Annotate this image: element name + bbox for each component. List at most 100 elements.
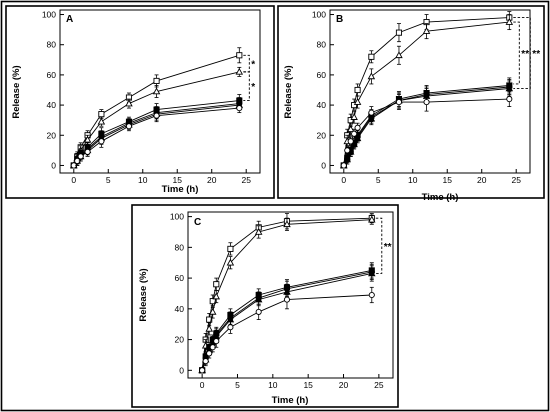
panel-b-series-6-point-3 (351, 130, 358, 137)
panel-b-significance-bracket-1 (513, 17, 531, 89)
panel-c-x-tick-label-2: 10 (268, 380, 278, 390)
panel-b-series-6-point-8 (506, 95, 513, 103)
panel-c-series-6-point-4 (213, 338, 220, 345)
panel-a-series-6-point-3 (84, 148, 91, 155)
panel-b-x-tick-label-4: 20 (477, 175, 487, 185)
panel-b-series-2-point-5 (367, 72, 376, 80)
panel-c-series-2-point-6 (254, 227, 263, 235)
panel-a-x-tick-label-1: 5 (106, 175, 111, 185)
panel-c-ticks: 0 5 10 15 20 25 0 20 40 60 80 100 (170, 212, 384, 390)
panel-a-series (70, 47, 244, 169)
panel-a-x-tick-label-5: 25 (241, 175, 251, 185)
panel-b-border (277, 5, 545, 199)
panel-b-x-tick-label-3: 15 (443, 175, 453, 185)
panel-b-series-5-point-8 (505, 84, 514, 92)
panel-a-x-tick-label-4: 20 (207, 175, 217, 185)
panel-b-series-6-point-1 (344, 147, 351, 154)
panel-a-series-3 (70, 94, 243, 169)
panel-b-series-2-point-7 (422, 27, 431, 34)
panel-b-ticks: 0 5 10 15 20 25 0 20 40 60 80 100 (312, 10, 521, 185)
panel-a-border (5, 5, 275, 199)
panel-b-series-6-point-2 (347, 138, 354, 145)
panel-a-annotations: ** (243, 54, 255, 102)
panel-a-series-1-point-4 (98, 111, 105, 118)
panel-b-x-tick-label-5: 25 (511, 175, 521, 185)
panel-b-series-5-point-1 (343, 155, 351, 163)
panel-a-series-1-point-7 (236, 52, 243, 59)
panel-b: B Time (h) Release (%) 0 5 10 15 20 25 0 20 40 60… (277, 5, 545, 203)
panel-c-series-2-point-3 (208, 307, 217, 315)
panel-c-y-tick-label-3: 60 (175, 273, 185, 283)
panel-b-series-6-point-5 (368, 109, 375, 116)
panel-a-y-tick-label-0: 0 (51, 160, 56, 170)
panel-a-y-axis-title: Release (%) (11, 65, 22, 118)
panel-a-series-6-point-6 (153, 112, 160, 119)
panel-c-series-5-point-6 (254, 295, 263, 303)
panel-c-x-tick-label-0: 0 (200, 380, 205, 390)
panel-b-y-tick-label-3: 60 (317, 70, 327, 80)
panel-c-x-axis-title: Time (h) (272, 395, 309, 406)
panel-a-series-6-point-2 (77, 153, 84, 160)
panel-a-significance-bracket-1 (243, 71, 250, 102)
panel-c-series-6-point-1 (202, 358, 209, 365)
panel-b-y-tick-label-4: 80 (317, 40, 327, 50)
panel-c-x-tick-label-4: 20 (339, 380, 349, 390)
panel-b-series-6-point-6 (395, 99, 403, 106)
panel-b-series-2-point-6 (395, 51, 403, 59)
panel-c-series-2-point-7 (283, 220, 291, 228)
panel-b-series-6-point-4 (354, 124, 361, 131)
panel-b-series-6-point-7 (423, 99, 430, 106)
panel-b-y-tick-label-0: 0 (321, 160, 326, 170)
panel-a-x-tick-label-3: 15 (173, 175, 183, 185)
panel-a-series-2-point-5 (125, 99, 133, 107)
panel-b-significance-bracket-0 (513, 21, 520, 85)
panel-b-plot-area (329, 9, 531, 174)
panel-b-series-2-point-8 (505, 18, 514, 25)
panel-b-series-2-point-4 (353, 98, 362, 105)
panel-a-ticks: 0 5 10 15 20 25 0 20 40 60 80 100 (42, 10, 251, 185)
panel-a-y-tick-label-4: 80 (47, 40, 57, 50)
panel-c-series-6-point-7 (283, 296, 291, 303)
panel-c-series-2 (198, 214, 376, 374)
panel-a-x-axis-title: Time (h) (162, 184, 199, 195)
panel-a-x-tick-label-2: 10 (138, 175, 148, 185)
panel-b-series-5-point-3 (350, 140, 358, 148)
panel-a-y-tick-label-3: 60 (47, 70, 57, 80)
panel-c-y-tick-label-1: 20 (175, 335, 185, 345)
panel-b-x-tick-label-1: 5 (376, 175, 381, 185)
panel-c-series-2-point-2 (205, 324, 213, 332)
panel-a-series-2-point-6 (152, 87, 161, 95)
panel-b-significance-mark-1: ** (532, 49, 540, 60)
panel-a-series-2-point-7 (235, 67, 244, 75)
panel-c-x-tick-label-3: 15 (303, 380, 313, 390)
panel-c-annotations: ** (375, 217, 392, 274)
panel-b-x-tick-label-2: 10 (408, 175, 418, 185)
panel-c-series-6-point-5 (227, 324, 234, 331)
panel-a-significance-bracket-0 (243, 54, 250, 73)
panel-b-label: B (336, 14, 343, 25)
panel-c-series-1-point-5 (227, 245, 234, 252)
panel-b-y-tick-label-1: 20 (317, 130, 327, 140)
panel-c-y-tick-label-2: 40 (175, 304, 185, 314)
panel-c-series-6 (199, 286, 375, 374)
panel-c-series (198, 213, 376, 374)
panel-b-series-1-point-6 (395, 29, 403, 36)
panel-c-series-5-point-8 (368, 269, 376, 277)
panel-c: C Time (h) Release (%) 0 5 10 15 20 25 0 20 40 60… (131, 204, 399, 408)
panel-a-significance-mark-0: * (251, 60, 255, 71)
panel-a-label: A (66, 14, 73, 25)
panel-c-series-2-point-5 (226, 258, 235, 266)
panel-c-y-tick-label-0: 0 (179, 365, 184, 375)
panel-a-series-6 (70, 103, 243, 169)
panel-c-y-tick-label-4: 80 (175, 242, 185, 252)
panel-a-x-tick-label-0: 0 (71, 175, 76, 185)
panel-a: A Time (h) Release (%) 0 5 10 15 20 25 0 20 40 60… (5, 5, 275, 199)
panel-a-series-1-point-6 (153, 77, 160, 84)
panel-b-series-6-point-0 (340, 162, 347, 169)
panel-c-series-6-point-0 (199, 367, 206, 374)
panel-a-series-2-point-3 (83, 135, 92, 143)
panel-c-border (131, 204, 399, 408)
panel-a-series-6-point-4 (98, 138, 105, 145)
panel-c-significance-mark-0: ** (384, 242, 392, 253)
